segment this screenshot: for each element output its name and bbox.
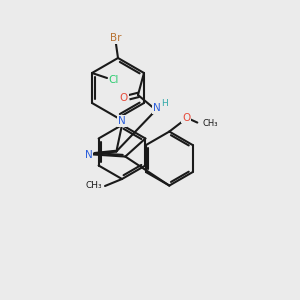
Text: N: N [153, 103, 161, 113]
Text: O: O [182, 112, 190, 123]
Text: CH₃: CH₃ [202, 119, 218, 128]
Text: Br: Br [110, 33, 122, 43]
Text: CH₃: CH₃ [85, 182, 102, 190]
Text: N: N [118, 116, 126, 126]
Text: N: N [85, 150, 92, 160]
Text: Cl: Cl [109, 75, 119, 85]
Text: H: H [162, 98, 168, 107]
Text: O: O [120, 93, 128, 103]
